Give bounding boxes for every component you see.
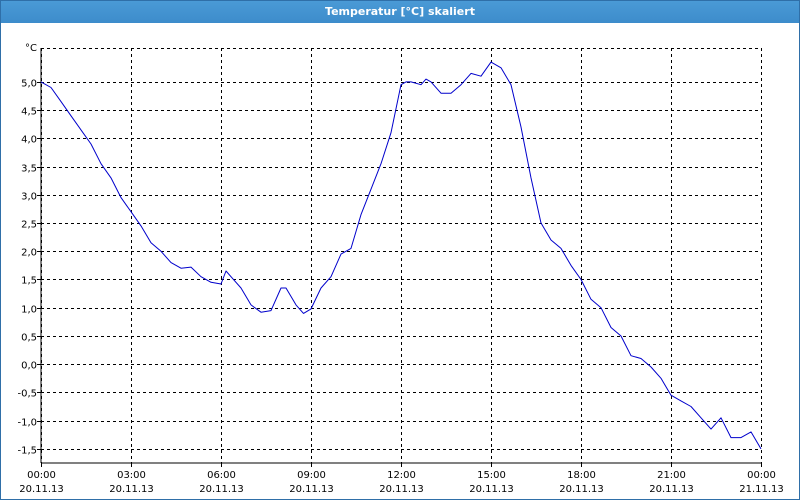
x-tick-time: 18:00 [567, 470, 596, 481]
x-tick-date: 20.11.13 [199, 484, 244, 495]
x-tick-date: 20.11.13 [649, 484, 694, 495]
x-tick-time: 12:00 [387, 470, 416, 481]
temperature-series-line [40, 61, 762, 450]
x-tick-time: 00:00 [747, 470, 776, 481]
x-tick-date: 20.11.13 [379, 484, 424, 495]
x-tick-time: 06:00 [207, 470, 236, 481]
x-tick-date: 21.11.13 [739, 484, 784, 495]
y-tick-label: 0,5 [21, 333, 37, 344]
y-tick-label: 4,5 [21, 107, 37, 118]
y-tick-label: 3,0 [21, 192, 37, 203]
y-tick-label: 1,0 [21, 305, 37, 316]
x-tick-date: 20.11.13 [19, 484, 64, 495]
y-tick-labels: 5,0 4,5 4,0 3,5 3,0 2,5 2,0 1,5 1,0 0,5 0,0 -0,5 -1,… [17, 79, 37, 457]
x-tick-time: 00:00 [27, 470, 56, 481]
x-tick-date: 20.11.13 [559, 484, 604, 495]
y-tick-label: 2,0 [21, 248, 37, 259]
x-tick-time: 09:00 [297, 470, 326, 481]
y-tick-label: 4,0 [21, 135, 37, 146]
y-tick-label: 3,5 [21, 164, 37, 175]
y-tick-label: -0,5 [17, 389, 37, 400]
window-title: Temperatur [°C] skaliert [1, 1, 799, 23]
x-tick-time: 03:00 [117, 470, 146, 481]
x-tick-labels: 00:00 20.11.13 03:00 20.11.13 06:00 20.11.13 0… [19, 470, 784, 495]
y-tick-label: 2,5 [21, 220, 37, 231]
y-tick-label: -1,5 [17, 446, 37, 457]
x-tick-date: 20.11.13 [289, 484, 334, 495]
x-tick-time: 15:00 [477, 470, 506, 481]
y-tick-label: 5,0 [21, 79, 37, 90]
y-axis-unit: °C [25, 43, 37, 54]
y-tick-label: -1,0 [17, 418, 37, 429]
series-layer [40, 61, 762, 450]
y-tick-label: 0,0 [21, 361, 37, 372]
x-tick-date: 20.11.13 [109, 484, 154, 495]
x-tick-date: 20.11.13 [469, 484, 514, 495]
temperature-chart: 5,0 4,5 4,0 3,5 3,0 2,5 2,0 1,5 1,0 0,5 0,0 -0,5 -1,… [17, 43, 784, 495]
y-tick-label: 1,5 [21, 276, 37, 287]
grid-lines [37, 48, 762, 467]
x-tick-time: 21:00 [657, 470, 686, 481]
